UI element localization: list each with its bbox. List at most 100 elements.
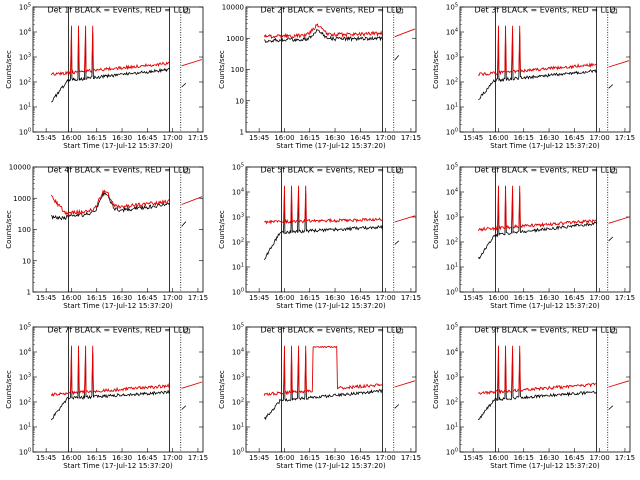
x-tick-label: 17:00 — [590, 454, 610, 462]
x-tick-label: 17:15 — [401, 294, 421, 302]
y-tick-label: 100 — [232, 448, 244, 457]
series-lld-line — [263, 345, 383, 396]
series-lld-tail — [394, 28, 416, 38]
y-tick-label: 103 — [232, 373, 244, 382]
plot-frame — [245, 326, 417, 453]
x-tick-label: 15:45 — [36, 294, 56, 302]
panel-8: Det 8f BLACK = Events, RED = LLD 15:45 16:… — [218, 323, 421, 471]
x-tick-label: 16:45 — [137, 134, 157, 142]
x-tick-label: 16:00 — [488, 134, 508, 142]
x-axis-label: Start Time (17-Jul-12 15:37:20) — [490, 302, 600, 310]
series-lld-tail — [608, 380, 630, 388]
series-lld-line — [50, 25, 170, 76]
x-tick-label: 15:45 — [249, 294, 269, 302]
y-tick-label: 100 — [18, 226, 31, 234]
series-events-tail — [608, 405, 614, 410]
plot-frame — [245, 166, 417, 293]
series-events-line — [51, 33, 170, 103]
series-lld-line — [50, 189, 170, 216]
series-events-line — [477, 353, 597, 421]
corner-box — [184, 168, 191, 174]
x-tick-label: 16:30 — [539, 454, 559, 462]
plot-frame — [32, 326, 204, 453]
y-tick-label: 104 — [232, 188, 244, 197]
y-tick-label: 10 — [235, 97, 244, 105]
y-tick-label: 1000 — [226, 35, 244, 43]
plot-frame — [459, 326, 631, 453]
x-tick-label: 17:15 — [188, 454, 208, 462]
x-tick-label: 15:45 — [463, 134, 483, 142]
x-tick-label: 16:15 — [514, 454, 534, 462]
x-axis-label: Start Time (17-Jul-12 15:37:20) — [276, 142, 386, 150]
corner-box — [611, 328, 618, 334]
x-tick-label: 17:00 — [376, 134, 396, 142]
x-tick-label: 16:30 — [325, 454, 345, 462]
x-tick-label: 17:15 — [401, 134, 421, 142]
y-tick-label: 104 — [446, 348, 458, 357]
x-tick-label: 16:45 — [564, 134, 584, 142]
panel-2: Det 2f BLACK = Events, RED = LLD 15:45 16:… — [218, 4, 421, 151]
y-tick-label: 105 — [19, 3, 31, 12]
y-tick-label: 105 — [446, 163, 458, 172]
x-tick-label: 16:15 — [300, 454, 320, 462]
plot-frame — [459, 166, 631, 293]
y-tick-label: 1 — [240, 129, 244, 137]
x-tick-label: 17:00 — [376, 454, 396, 462]
y-tick-label: 102 — [446, 238, 458, 247]
y-tick-label: 104 — [232, 348, 244, 357]
panel-1: Det 1f BLACK = Events, RED = LLD 15:45 16:… — [5, 3, 208, 151]
corner-box — [611, 8, 618, 14]
y-tick-label: 101 — [232, 263, 244, 272]
y-tick-label: 101 — [232, 423, 244, 432]
x-tick-label: 17:15 — [615, 454, 635, 462]
y-tick-label: 10 — [22, 257, 31, 265]
series-events-tail — [181, 221, 187, 227]
x-tick-label: 16:15 — [87, 134, 107, 142]
y-tick-label: 103 — [446, 213, 458, 222]
y-tick-label: 104 — [19, 28, 31, 37]
x-tick-label: 16:00 — [274, 454, 294, 462]
y-tick-label: 104 — [446, 28, 458, 37]
y-tick-label: 101 — [446, 263, 458, 272]
plot-frame — [32, 6, 204, 133]
y-tick-label: 105 — [446, 323, 458, 332]
x-tick-label: 16:30 — [112, 294, 132, 302]
corner-box — [397, 168, 404, 174]
y-tick-label: 100 — [19, 448, 31, 457]
chart-title: Det 9f BLACK = Events, RED = LLD — [474, 326, 615, 335]
x-tick-label: 16:00 — [61, 134, 81, 142]
corner-box — [397, 8, 404, 14]
x-tick-label: 17:15 — [401, 454, 421, 462]
x-tick-label: 16:30 — [539, 294, 559, 302]
chart-title: Det 6f BLACK = Events, RED = LLD — [474, 166, 615, 175]
x-tick-label: 15:45 — [249, 454, 269, 462]
plot-frame — [32, 166, 204, 293]
chart-title: Det 4f BLACK = Events, RED = LLD — [47, 166, 188, 175]
x-tick-label: 16:15 — [87, 294, 107, 302]
x-tick-label: 16:00 — [488, 294, 508, 302]
x-tick-label: 16:30 — [325, 294, 345, 302]
y-tick-label: 101 — [446, 423, 458, 432]
chart-title: Det 7f BLACK = Events, RED = LLD — [47, 326, 188, 335]
y-tick-label: 103 — [19, 373, 31, 382]
y-tick-label: 1000 — [13, 195, 31, 203]
series-lld-tail — [181, 196, 203, 205]
x-tick-label: 16:15 — [87, 454, 107, 462]
x-tick-label: 15:45 — [463, 294, 483, 302]
y-tick-label: 103 — [19, 53, 31, 62]
y-tick-label: 100 — [446, 128, 458, 137]
y-tick-label: 10000 — [9, 164, 31, 172]
x-axis-label: Start Time (17-Jul-12 15:37:20) — [276, 302, 386, 310]
corner-box — [611, 168, 618, 174]
x-tick-label: 16:30 — [112, 134, 132, 142]
x-tick-label: 16:30 — [325, 134, 345, 142]
x-tick-label: 16:45 — [350, 294, 370, 302]
y-tick-label: 103 — [232, 213, 244, 222]
panel-4: Det 4f BLACK = Events, RED = LLD 15:45 16:… — [5, 164, 208, 311]
y-tick-label: 102 — [19, 398, 31, 407]
series-events-tail — [394, 240, 400, 245]
x-axis-label: Start Time (17-Jul-12 15:37:20) — [63, 302, 173, 310]
x-tick-label: 17:00 — [590, 134, 610, 142]
x-tick-label: 16:15 — [514, 294, 534, 302]
series-events-tail — [394, 55, 400, 61]
